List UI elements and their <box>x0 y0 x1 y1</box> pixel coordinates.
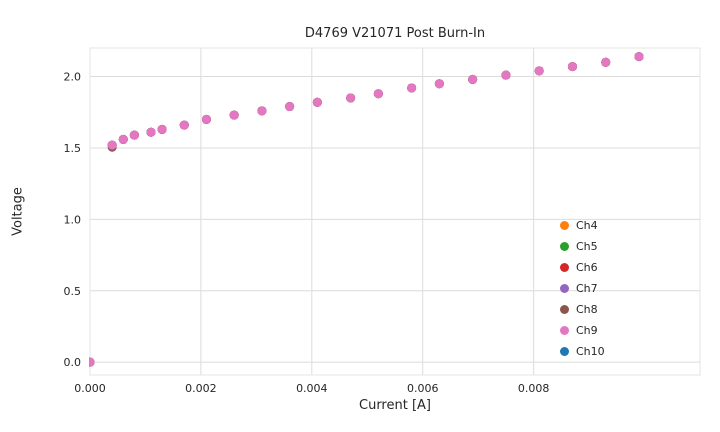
y-tick-label: 0.5 <box>64 285 82 298</box>
legend-swatch-ch4 <box>560 221 569 230</box>
legend-item-ch7: Ch7 <box>560 281 605 296</box>
legend-label: Ch6 <box>576 261 598 274</box>
legend-item-ch10: Ch10 <box>560 344 605 359</box>
data-point-ch9 <box>468 74 478 84</box>
data-point-ch9 <box>201 114 211 124</box>
legend-item-ch8: Ch8 <box>560 302 605 317</box>
legend-swatch-ch7 <box>560 284 569 293</box>
x-tick-label: 0.008 <box>518 382 550 395</box>
legend-swatch-ch6 <box>560 263 569 272</box>
data-point-ch9 <box>434 79 444 89</box>
data-point-ch9 <box>285 102 295 112</box>
legend: Ch4 Ch5 Ch6 Ch7 Ch8 Ch9 Ch10 <box>560 218 605 359</box>
y-tick-label: 1.5 <box>64 142 82 155</box>
data-point-ch9 <box>346 93 356 103</box>
data-point-ch9 <box>146 127 156 137</box>
plot-border <box>89 47 701 376</box>
data-point-ch9 <box>89 357 95 367</box>
legend-item-ch5: Ch5 <box>560 239 605 254</box>
y-tick-label: 2.0 <box>64 71 82 84</box>
x-tick-label: 0.002 <box>185 382 217 395</box>
legend-label: Ch9 <box>576 324 598 337</box>
legend-label: Ch5 <box>576 240 598 253</box>
data-point-ch9 <box>534 66 544 76</box>
legend-label: Ch10 <box>576 345 605 358</box>
data-point-ch9 <box>501 70 511 80</box>
data-point-ch9 <box>567 62 577 72</box>
series-points <box>89 52 644 367</box>
data-point-ch9 <box>312 97 322 107</box>
x-tick-label: 0.000 <box>74 382 106 395</box>
legend-label: Ch7 <box>576 282 598 295</box>
legend-swatch-ch5 <box>560 242 569 251</box>
legend-item-ch9: Ch9 <box>560 323 605 338</box>
chart-title: D4769 V21071 Post Burn-In <box>304 26 486 41</box>
x-tick-label: 0.004 <box>296 382 328 395</box>
data-point-ch9 <box>179 120 189 130</box>
data-point-ch9 <box>107 140 117 150</box>
legend-swatch-ch10 <box>560 347 569 356</box>
legend-swatch-ch8 <box>560 305 569 314</box>
data-point-ch9 <box>407 83 417 93</box>
legend-label: Ch4 <box>576 219 598 232</box>
legend-label: Ch8 <box>576 303 598 316</box>
y-tick-label: 0.0 <box>64 356 82 369</box>
data-point-ch9 <box>257 106 267 116</box>
legend-swatch-ch9 <box>560 326 569 335</box>
data-point-ch9 <box>157 124 167 134</box>
data-point-ch9 <box>634 52 644 62</box>
legend-item-ch4: Ch4 <box>560 218 605 233</box>
data-point-ch9 <box>118 134 128 144</box>
data-point-ch9 <box>601 57 611 67</box>
legend-item-ch6: Ch6 <box>560 260 605 275</box>
data-point-ch9 <box>129 130 139 140</box>
y-tick-label: 1.0 <box>64 213 82 226</box>
data-point-ch9 <box>373 89 383 99</box>
data-point-ch9 <box>229 110 239 120</box>
x-axis-label: Current [A] <box>359 398 431 413</box>
x-tick-label: 0.006 <box>407 382 439 395</box>
